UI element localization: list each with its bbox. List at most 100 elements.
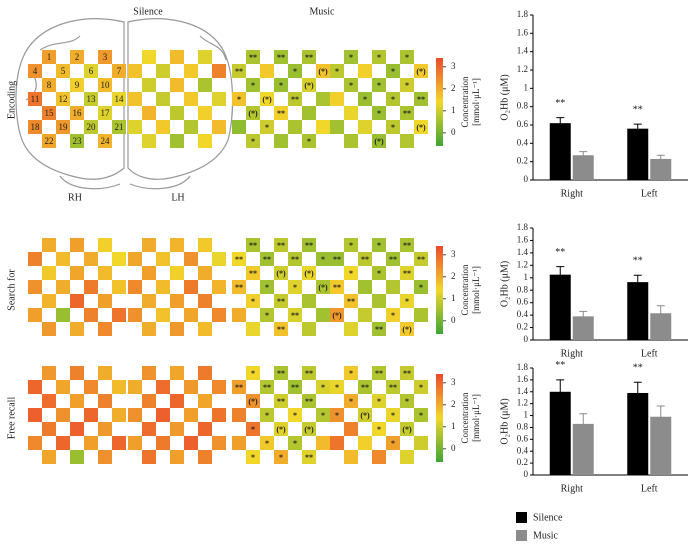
channel-cell — [142, 294, 156, 308]
significance-label: * — [363, 95, 367, 104]
channel-cell — [84, 380, 98, 394]
significance-label: ** — [375, 325, 383, 334]
channel-cell — [184, 280, 198, 294]
colorbar-tick-label: 1 — [451, 105, 456, 115]
channel-cell — [112, 408, 126, 422]
channel-cell — [316, 308, 330, 322]
colorbar-label: Concentration — [460, 392, 470, 443]
y-tick-label: 0.6 — [517, 433, 529, 443]
channel-label: 14 — [115, 94, 125, 104]
y-tick-label: 0 — [524, 469, 529, 479]
y-tick-label: 1.2 — [517, 64, 528, 74]
channel-cell — [288, 280, 302, 294]
bar — [627, 282, 649, 340]
channel-cell — [372, 238, 386, 252]
error-bar — [633, 381, 642, 404]
channel-cell — [70, 134, 84, 148]
significance-label: ** — [417, 95, 425, 104]
y-tick-label: 1.6 — [517, 374, 529, 384]
channel-cell — [330, 408, 344, 422]
channel-cell — [302, 266, 316, 280]
significance-label: ** — [333, 255, 341, 264]
channel-cell — [128, 92, 142, 106]
significance-label: ** — [277, 241, 285, 250]
y-tick-label: 0.8 — [517, 284, 529, 294]
significance-label: * — [293, 67, 297, 76]
channel-cell — [372, 266, 386, 280]
channel-cell — [358, 252, 372, 266]
significance-label: * — [377, 81, 381, 90]
channel-label: 16 — [73, 108, 83, 118]
channel-cell — [302, 422, 316, 436]
significance-label: * — [335, 383, 339, 392]
y-tick-label: 1.2 — [517, 398, 528, 408]
error-bar — [579, 310, 588, 322]
channel-cell — [70, 266, 84, 280]
channel-label: 21 — [115, 122, 124, 132]
channel-cell — [344, 366, 358, 380]
channel-cell — [170, 366, 184, 380]
significance-label: (*) — [402, 425, 412, 434]
significance-label: ** — [291, 95, 299, 104]
channel-cell — [184, 308, 198, 322]
channel-cell — [302, 450, 316, 464]
channel-cell — [260, 436, 274, 450]
channel-cell — [212, 408, 226, 422]
channel-cell — [98, 322, 112, 336]
channel-cell — [142, 106, 156, 120]
significance-label: * — [391, 123, 395, 132]
channel-cell — [274, 322, 288, 336]
channel-cell — [128, 120, 142, 134]
error-bar — [579, 151, 588, 159]
significance-label: * — [391, 95, 395, 104]
channel-cell — [42, 78, 56, 92]
channel-cell — [344, 394, 358, 408]
channel-cell — [42, 266, 56, 280]
channel-cell — [156, 92, 170, 106]
bar — [650, 158, 672, 180]
error-bar — [656, 405, 665, 428]
channel-cell — [316, 436, 330, 450]
channel-label: 8 — [47, 80, 52, 90]
significance-label: * — [391, 439, 395, 448]
channel-cell — [414, 120, 428, 134]
bar — [572, 423, 594, 475]
channel-cell — [274, 106, 288, 120]
channel-cell — [260, 64, 274, 78]
significance-label: * — [349, 241, 353, 250]
legend-label: Silence — [533, 512, 563, 523]
significance-label: * — [391, 311, 395, 320]
channel-cell — [198, 106, 212, 120]
channel-cell — [112, 252, 126, 266]
channel-cell — [358, 120, 372, 134]
channel-cell — [302, 78, 316, 92]
channel-cell — [288, 408, 302, 422]
significance-label: (*) — [416, 123, 426, 132]
channel-cell — [128, 64, 142, 78]
channel-label: 1 — [47, 52, 52, 62]
channel-cell — [184, 92, 198, 106]
significance-label: ** — [249, 241, 257, 250]
significance-label: ** — [305, 397, 313, 406]
channel-cell — [56, 120, 70, 134]
channel-cell — [330, 92, 344, 106]
channel-cell — [372, 294, 386, 308]
y-tick-label: 1.4 — [517, 386, 529, 396]
significance-label: ** — [277, 297, 285, 306]
channel-label: 6 — [89, 66, 94, 76]
y-tick-label: 1.6 — [517, 27, 529, 37]
channel-cell — [372, 50, 386, 64]
channel-cell — [232, 120, 246, 134]
channel-cell — [400, 294, 414, 308]
colorbar-tick-label: 3 — [451, 61, 456, 71]
significance-label: ** — [235, 255, 243, 264]
channel-cell — [274, 394, 288, 408]
channel-cell — [42, 394, 56, 408]
significance-label: * — [251, 453, 255, 462]
channel-label: 9 — [75, 80, 80, 90]
channel-cell — [170, 394, 184, 408]
channel-cell — [212, 308, 226, 322]
channel-label: 19 — [59, 122, 69, 132]
channel-cell — [330, 436, 344, 450]
significance-label: * — [279, 453, 283, 462]
